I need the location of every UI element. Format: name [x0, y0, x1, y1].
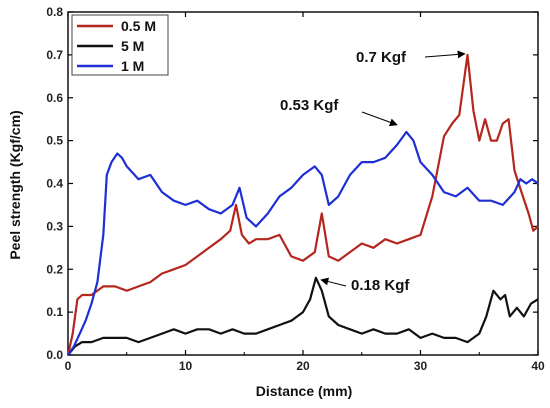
- y-tick-label: 0.0: [46, 348, 63, 362]
- y-tick-label: 0.4: [46, 177, 63, 191]
- y-axis-title: Peel strength (Kgf/cm): [7, 110, 23, 259]
- annotations: 0.7 Kgf 0.53 Kgf 0.18 Kgf: [280, 49, 466, 294]
- annotation-label: 0.7 Kgf: [356, 49, 407, 66]
- x-axis: 0 10 20 30 40: [65, 12, 545, 373]
- x-tick-label: 0: [65, 359, 72, 373]
- x-tick-label: 10: [179, 359, 193, 373]
- series-line-1: [67, 276, 539, 356]
- x-tick-label: 30: [414, 359, 428, 373]
- legend-entry: 5 M: [121, 38, 144, 54]
- annotation-label: 0.18 Kgf: [351, 277, 410, 294]
- y-tick-label: 0.7: [46, 48, 63, 62]
- series-line-2: [67, 130, 539, 356]
- legend-entry: 0.5 M: [121, 18, 156, 34]
- series-lines: [66, 53, 539, 356]
- x-tick-label: 20: [296, 359, 310, 373]
- y-tick-label: 0.6: [46, 91, 63, 105]
- y-tick-label: 0.3: [46, 219, 63, 233]
- legend: 0.5 M 5 M 1 M: [71, 14, 169, 76]
- y-tick-label: 0.5: [46, 134, 63, 148]
- y-tick-label: 0.8: [46, 5, 63, 19]
- legend-entry: 1 M: [121, 58, 144, 74]
- y-tick-label: 0.1: [46, 305, 63, 319]
- annotation-label: 0.53 Kgf: [280, 97, 339, 114]
- series-line-0: [66, 53, 539, 356]
- annotation-arrow: [361, 111, 398, 127]
- annotation-arrow: [320, 277, 347, 287]
- annotation-arrow: [424, 50, 466, 59]
- x-axis-title: Distance (mm): [256, 383, 352, 399]
- y-axis: 0.0 0.1 0.2 0.3 0.4 0.5 0.6 0.7 0.8: [46, 5, 538, 362]
- y-tick-label: 0.2: [46, 262, 63, 276]
- x-tick-label: 40: [531, 359, 545, 373]
